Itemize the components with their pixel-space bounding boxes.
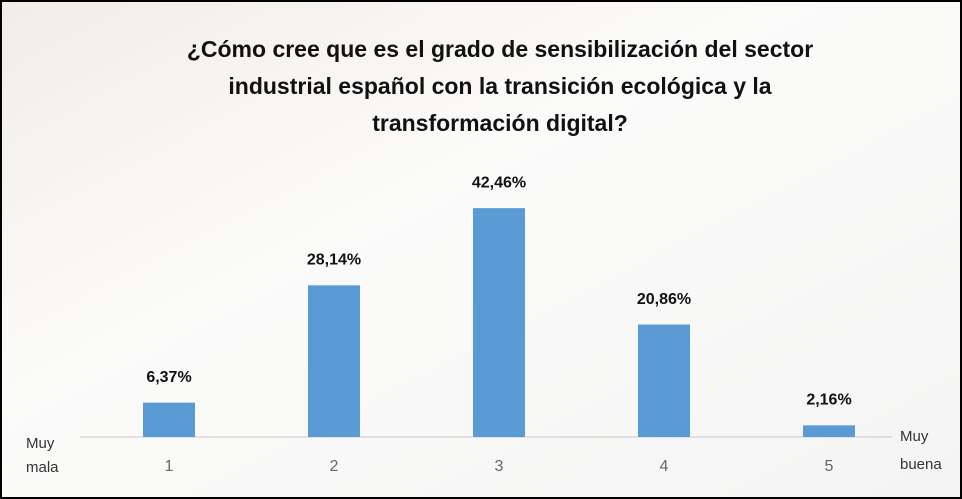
x-tick-label: 5 — [825, 458, 834, 475]
x-tick-label: 3 — [495, 458, 504, 475]
chart-title: ¿Cómo cree que es el grado de sensibiliz… — [187, 36, 813, 62]
data-label: 2,16% — [806, 392, 851, 409]
x-tick-label: 4 — [660, 458, 669, 475]
x-tick-label: 2 — [330, 458, 339, 475]
data-label: 42,46% — [472, 174, 526, 191]
bar — [143, 402, 195, 437]
axis-end-label: Muy — [900, 428, 929, 445]
chart-title: industrial español con la transición eco… — [228, 73, 771, 99]
x-tick-label: 1 — [165, 458, 174, 475]
data-label: 6,37% — [146, 369, 191, 386]
bar — [308, 285, 360, 437]
bar — [638, 324, 690, 437]
bar — [803, 425, 855, 437]
axis-end-label: Muy — [26, 435, 55, 452]
chart-title: transformación digital? — [372, 110, 628, 136]
data-label: 20,86% — [637, 291, 691, 308]
data-label: 28,14% — [307, 252, 361, 269]
axis-end-label: buena — [900, 456, 942, 473]
bar — [473, 208, 525, 437]
axis-end-label: mala — [26, 459, 59, 476]
